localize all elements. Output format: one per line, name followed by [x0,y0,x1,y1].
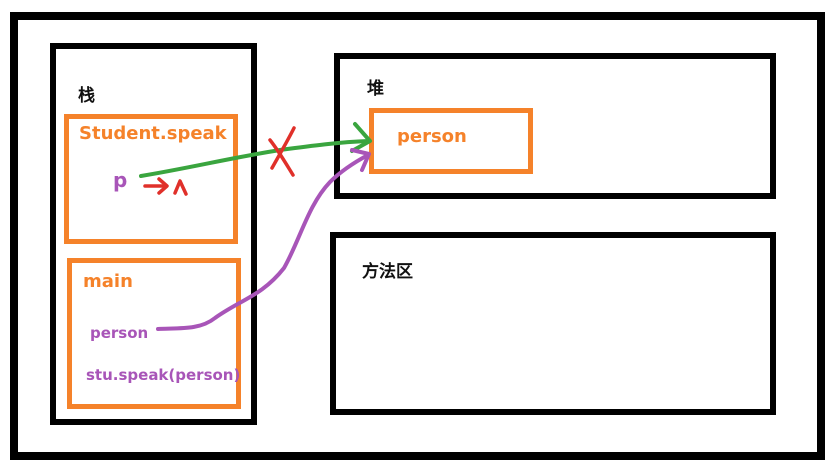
heap-region [334,53,776,199]
method-area-region [330,232,776,415]
p-reassign-arrowhead [157,177,169,195]
red-caret-mark [173,179,188,196]
main-person-var: person [90,324,149,342]
person-reference-arrow [156,153,370,331]
cross-mark-stroke-1 [268,138,295,177]
outer-frame [10,12,825,460]
p-reference-arrowhead [350,122,372,153]
main-frame-label: main [83,271,133,292]
main-frame [67,258,241,409]
speak-frame [64,114,238,244]
p-reference-arrow [139,139,370,178]
method-area-label: 方法区 [362,262,413,282]
stack-label: 栈 [78,86,95,106]
person-reference-arrowhead [350,148,371,172]
heap-object-label: person [397,126,467,147]
main-call-label: stu.speak(person) [86,366,241,384]
heap-label: 堆 [367,79,384,99]
param-p-label: p [113,168,128,192]
speak-frame-label: Student.speak [79,123,227,144]
stack-region [50,43,257,425]
cross-mark-stroke-2 [270,126,296,170]
